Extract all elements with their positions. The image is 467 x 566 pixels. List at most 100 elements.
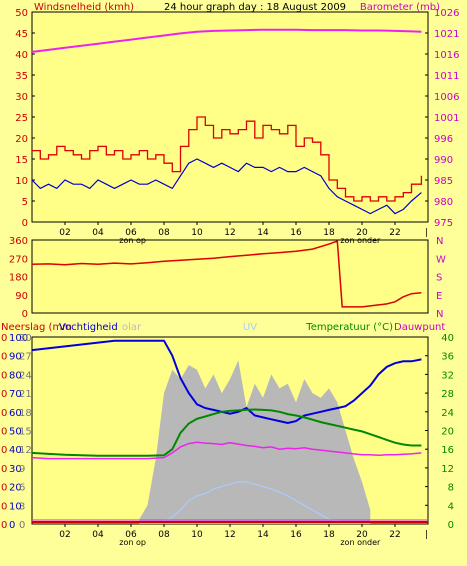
top-x-tick: 02 xyxy=(59,228,70,238)
solar-area xyxy=(139,360,371,524)
humidity-y-tick: 40 xyxy=(9,445,22,456)
rain-axis-title: Neerslag (mm xyxy=(1,322,72,333)
wind-y-tick: 10 xyxy=(15,176,28,187)
top-sunrise-label: zon op xyxy=(119,236,146,245)
temperature-y-tick: 40 xyxy=(441,333,454,344)
top-x-tick: 12 xyxy=(224,228,235,238)
bottom-x-tick: 12 xyxy=(224,530,235,540)
bottom-x-tick: 16 xyxy=(290,530,302,540)
bottom-sunrise-label: zon op xyxy=(119,538,146,547)
humidity-y-tick: 20 xyxy=(9,483,22,494)
direction-compass-tick: S xyxy=(436,273,442,284)
direction-compass-tick: N xyxy=(436,236,443,247)
humidity-line xyxy=(31,339,422,425)
rain-y-tick: 0 xyxy=(1,520,7,531)
top-x-tick: 20 xyxy=(356,228,368,238)
direction-compass-tick: E xyxy=(436,291,442,302)
direction-y-tick: 180 xyxy=(9,273,28,284)
solar-y-tick: 18 xyxy=(19,408,32,419)
rain-y-tick: 0 xyxy=(1,427,7,438)
bottom-x-tick: 18 xyxy=(323,530,335,540)
solar-y-tick: 3 xyxy=(19,501,25,512)
top-x-end-tick: | xyxy=(425,228,428,238)
solar-y-tick: 9 xyxy=(19,464,25,475)
wind-y-tick: 45 xyxy=(15,29,28,40)
humidity-y-tick: 60 xyxy=(9,408,22,419)
barometer-y-tick: 1026 xyxy=(434,8,459,19)
rain-y-tick: 0 xyxy=(1,445,7,456)
direction-y-tick: 90 xyxy=(15,291,28,302)
wind-direction-line xyxy=(31,239,422,308)
wind-y-tick: 0 xyxy=(22,218,28,229)
wind-axis-title: Windsnelheid (kmh) xyxy=(34,2,134,13)
wind-y-tick: 35 xyxy=(15,71,28,82)
wind-average-line xyxy=(31,158,422,215)
humidity-y-tick: 90 xyxy=(9,352,22,363)
barometer-line xyxy=(31,28,422,53)
direction-compass-tick: W xyxy=(436,254,446,265)
solar-y-tick: 0 xyxy=(19,520,25,531)
top-x-tick: 06 xyxy=(125,228,137,238)
top-x-tick: 04 xyxy=(92,228,104,238)
top-x-tick: 10 xyxy=(191,228,203,238)
barometer-y-tick: 1011 xyxy=(434,71,459,82)
solar-y-tick: 15 xyxy=(19,427,32,438)
barometer-y-tick: 990 xyxy=(434,155,453,166)
wind-y-tick: 25 xyxy=(15,113,28,124)
bottom-sunset-label: zon onder xyxy=(340,538,381,547)
direction-compass-tick: N xyxy=(436,309,443,320)
solar-y-tick: 27 xyxy=(19,352,32,363)
bottom-x-end-tick: | xyxy=(425,530,428,540)
humidity-y-tick: 70 xyxy=(9,389,22,400)
barometer-y-tick: 996 xyxy=(434,134,453,145)
solar-y-tick: 24 xyxy=(19,370,32,381)
humidity-y-tick: 80 xyxy=(9,370,22,381)
temperature-line xyxy=(31,408,422,457)
wind-gust-line xyxy=(32,116,423,202)
direction-y-tick: 0 xyxy=(22,309,28,320)
barometer-axis-title: Barometer (mb) xyxy=(360,2,440,13)
rain-y-tick: 0 xyxy=(1,483,7,494)
barometer-y-tick: 1021 xyxy=(434,29,459,40)
top-x-tick: 08 xyxy=(158,228,170,238)
barometer-y-tick: 985 xyxy=(434,176,453,187)
rain-y-tick: 0 xyxy=(1,464,7,475)
solar-y-tick: 12 xyxy=(19,445,32,456)
barometer-y-tick: 1006 xyxy=(434,92,459,103)
humidity-y-tick: 50 xyxy=(9,427,22,438)
bottom-x-tick: 20 xyxy=(356,530,368,540)
temperature-y-tick: 8 xyxy=(448,483,454,494)
panel-direction-frame xyxy=(31,239,429,314)
temperature-y-tick: 20 xyxy=(441,427,454,438)
top-x-tick: 14 xyxy=(257,228,269,238)
humidity-y-tick: 100 xyxy=(9,333,28,344)
wind-y-tick: 5 xyxy=(22,197,28,208)
top-x-tick: 22 xyxy=(389,228,400,238)
temperature-y-tick: 0 xyxy=(448,520,454,531)
rain-y-tick: 0 xyxy=(1,501,7,512)
dewpoint-line xyxy=(31,441,422,460)
humidity-axis-title: Vochtigheid xyxy=(59,322,118,333)
bottom-x-tick: 14 xyxy=(257,530,269,540)
wind-y-tick: 20 xyxy=(15,134,28,145)
bottom-x-tick: 10 xyxy=(191,530,203,540)
bottom-x-tick: 08 xyxy=(158,530,170,540)
temperature-y-tick: 28 xyxy=(441,389,454,400)
barometer-y-tick: 975 xyxy=(434,218,453,229)
direction-y-tick: 270 xyxy=(9,254,28,265)
wind-y-tick: 50 xyxy=(15,8,28,19)
barometer-y-tick: 1001 xyxy=(434,113,459,124)
bottom-x-tick: 22 xyxy=(389,530,400,540)
solar-y-tick: 30 xyxy=(19,333,32,344)
bottom-x-tick: 04 xyxy=(92,530,104,540)
rain-y-tick: 0 xyxy=(1,408,7,419)
temperature-y-tick: 16 xyxy=(441,445,454,456)
solar-y-tick: 6 xyxy=(19,483,25,494)
bottom-x-tick: 02 xyxy=(59,530,70,540)
direction-y-tick: 360 xyxy=(9,236,28,247)
rain-y-tick: 0 xyxy=(1,352,7,363)
uv-axis-title: UV xyxy=(243,322,257,333)
rain-y-tick: 0 xyxy=(1,389,7,400)
panel-wind-baro-frame xyxy=(31,11,429,223)
